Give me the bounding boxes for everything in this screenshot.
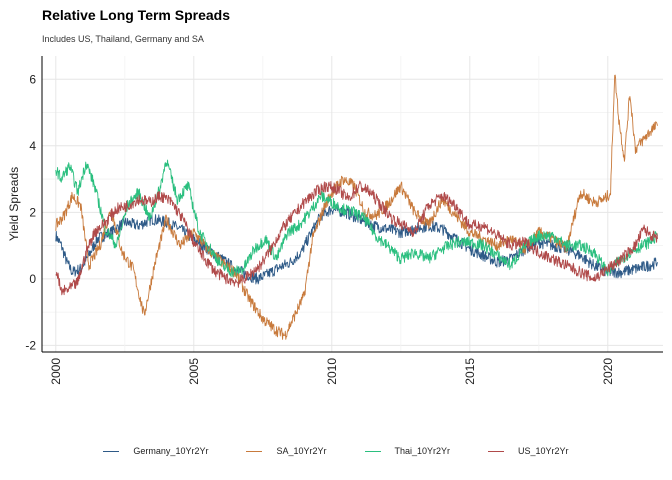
legend-label: Germany_10Yr2Yr (133, 446, 209, 456)
series-line-Thai_10Yr2Yr (55, 159, 658, 278)
chart-title: Relative Long Term Spreads (42, 7, 231, 23)
legend-item: Germany_10Yr2Yr (103, 446, 208, 456)
series-layer (55, 74, 658, 340)
y-tick-label: 4 (29, 139, 36, 153)
legend-swatch (103, 450, 120, 452)
series-line-US_10Yr2Yr (55, 180, 658, 296)
y-tick-label: 0 (29, 272, 36, 286)
y-tick-label: -2 (25, 338, 36, 352)
x-tick-label: 2000 (49, 358, 63, 385)
legend-label: US_10Yr2Yr (518, 446, 569, 456)
y-tick-label: 6 (29, 72, 36, 86)
legend-item: SA_10Yr2Yr (246, 446, 327, 456)
legend-swatch (246, 450, 263, 452)
legend-item: Thai_10Yr2Yr (364, 446, 451, 456)
legend: Germany_10Yr2Yr SA_10Yr2Yr Thai_10Yr2Yr US_… (0, 446, 672, 456)
y-axis-title: Yield Spreads (7, 167, 21, 241)
legend-swatch (364, 450, 381, 452)
legend-swatch (488, 450, 505, 452)
legend-label: SA_10Yr2Yr (276, 446, 327, 456)
legend-item: US_10Yr2Yr (488, 446, 569, 456)
x-tick-label: 2020 (601, 358, 615, 385)
axes (41, 56, 663, 353)
x-tick-label: 2005 (187, 358, 201, 385)
legend-label: Thai_10Yr2Yr (394, 446, 451, 456)
y-tick-label: 2 (29, 205, 36, 219)
line-chart: -2 0 2 4 6 2000 2005 2010 2015 2020 Yield Spreads (7, 56, 663, 385)
chart-subtitle: Includes US, Thailand, Germany and SA (42, 34, 204, 44)
tick-labels: -2 0 2 4 6 2000 2005 2010 2015 2020 (25, 72, 614, 384)
x-tick-label: 2015 (463, 358, 477, 385)
x-tick-label: 2010 (325, 358, 339, 385)
